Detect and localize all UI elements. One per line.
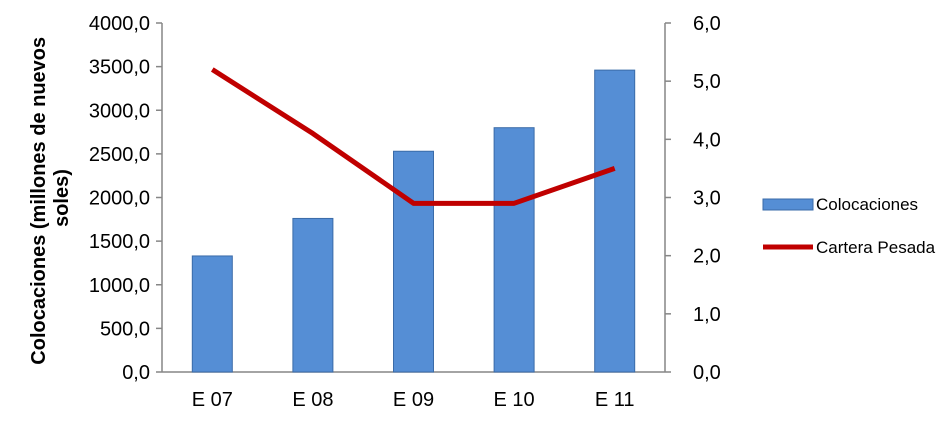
right-axis-tick-label: 3,0 [693, 188, 721, 210]
x-axis-tick-label: E 11 [595, 389, 635, 411]
bar-e-09 [393, 150, 434, 373]
left-axis-tick-label: 3000,0 [89, 100, 150, 122]
left-axis-tick-label: 0,0 [122, 362, 150, 384]
y-axis-label-left: Colocaciones (millones de nuevos soles) [28, 31, 73, 364]
left-axis-tick-label: 3500,0 [89, 57, 150, 79]
legend-item-cartera-pesada: Cartera Pesada [763, 238, 936, 257]
x-axis-tick-label: E 09 [393, 389, 434, 411]
left-axis-tick-label: 4000,0 [89, 13, 150, 35]
x-axis-tick-label: E 10 [494, 389, 535, 411]
right-axis-tick-label: 6,0 [693, 13, 721, 35]
right-axis-ticks: 0,0 1,0 2,0 3,0 4,0 5,0 6,0 [665, 13, 721, 384]
x-axis-tick-label: E 08 [292, 389, 333, 411]
line-series-cartera-pesada [210, 67, 616, 206]
left-axis-tick-label: 2000,0 [89, 188, 150, 210]
x-axis-tick-label: E 07 [192, 389, 233, 411]
right-axis-tick-label: 4,0 [693, 129, 721, 151]
left-axis-ticks: 0,0 500,0 1000,0 1500,0 2000,0 2500,0 3000,0 35… [89, 13, 162, 384]
y-axis-label-left-line-1: Colocaciones (millones de nuevos [28, 37, 50, 365]
legend-label-cartera-pesada: Cartera Pesada [816, 238, 936, 257]
legend-swatch-colocaciones [762, 198, 814, 211]
bar-e-11 [594, 69, 636, 373]
legend-label-colocaciones: Colocaciones [816, 195, 918, 214]
legend-item-colocaciones: Colocaciones [762, 195, 918, 214]
legend: Colocaciones Cartera Pesada [762, 195, 936, 257]
left-axis-tick-label: 2500,0 [89, 144, 150, 166]
bar-series-colocaciones [191, 69, 636, 373]
right-axis-tick-label: 1,0 [693, 304, 721, 326]
right-axis-tick-label: 0,0 [693, 362, 721, 384]
x-axis-tick-labels: E 07 E 08 E 09 E 10 E 11 [192, 389, 635, 411]
y-axis-label-left-line-2: soles) [51, 169, 73, 227]
left-axis-tick-label: 1000,0 [89, 275, 150, 297]
right-axis-tick-label: 2,0 [693, 246, 721, 268]
left-axis-tick-label: 1500,0 [89, 231, 150, 253]
bar-e-10 [493, 127, 535, 373]
left-axis-tick-label: 500,0 [100, 318, 150, 340]
right-axis-tick-label: 5,0 [693, 71, 721, 93]
bar-e-08 [292, 217, 334, 373]
bar-e-07 [191, 255, 233, 373]
